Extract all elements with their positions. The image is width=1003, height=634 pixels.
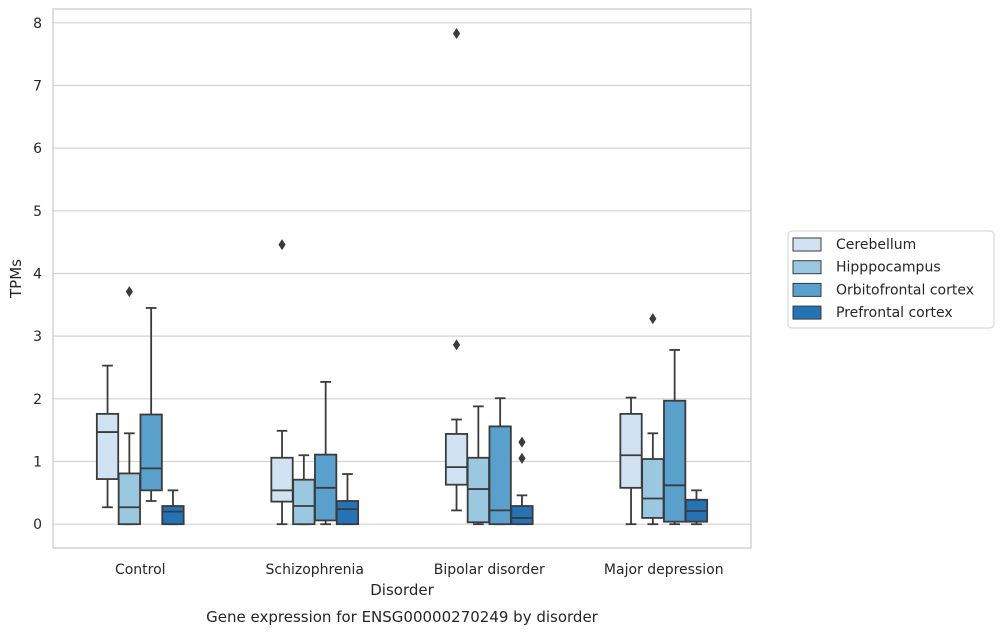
box-iqr (466, 456, 490, 524)
box-iqr (270, 456, 294, 503)
box-2-0 (444, 27, 469, 512)
y-tick-label: 0 (33, 517, 42, 533)
box-3-3 (684, 489, 709, 526)
legend-frame (787, 230, 995, 329)
y-tick-label: 7 (33, 78, 42, 94)
x-axis-title: Disorder (370, 581, 434, 599)
box-iqr (663, 399, 687, 523)
chart-title: Gene expression for ENSG00000270249 by d… (206, 608, 599, 626)
y-axis-title: TPMs (7, 259, 25, 299)
box-3-0 (619, 396, 643, 526)
legend-swatch (792, 260, 822, 275)
y-tick-label: 1 (33, 455, 42, 471)
box-3-1 (641, 313, 665, 526)
box-1-3 (335, 473, 360, 526)
box-iqr (444, 433, 469, 486)
outlier-point (278, 239, 286, 251)
box-0-3 (161, 489, 185, 526)
x-tick-label: Control (115, 562, 166, 578)
box-iqr (139, 413, 163, 492)
box-iqr (161, 505, 185, 526)
legend-label: Orbitofrontal cortex (836, 282, 974, 298)
box-2-1 (466, 405, 490, 526)
box-3-2 (663, 349, 687, 526)
box-iqr (510, 505, 534, 526)
box-plot-marks (95, 27, 709, 526)
box-iqr (488, 425, 512, 526)
outlier-point (452, 27, 461, 39)
box-1-1 (292, 454, 316, 526)
legend-label: Hipppocampus (836, 260, 941, 276)
box-0-0 (95, 364, 120, 509)
outlier-point (125, 286, 133, 298)
y-tick-label: 6 (33, 141, 42, 157)
outlier-point (518, 436, 526, 448)
outlier-point (518, 452, 526, 464)
y-tick-label: 8 (33, 16, 42, 32)
y-tick-label: 3 (33, 329, 42, 345)
box-iqr (335, 500, 360, 526)
legend-swatch (792, 282, 822, 297)
y-tick-label: 5 (33, 204, 42, 220)
box-0-2 (139, 307, 163, 502)
y-tick-label: 4 (33, 266, 42, 282)
box-0-1 (117, 286, 141, 526)
y-axis-tick-labels: 0 1 2 3 4 5 6 7 8 (33, 16, 42, 533)
box-iqr (95, 412, 120, 480)
box-iqr (641, 458, 665, 519)
box-2-2 (488, 397, 512, 526)
box-1-2 (314, 381, 338, 526)
legend: Cerebellum Hipppocampus Orbitofrontal cort… (787, 230, 995, 329)
x-tick-label: Major depression (604, 562, 724, 578)
legend-label: Cerebellum (836, 237, 916, 253)
box-iqr (292, 478, 316, 526)
y-gridlines (53, 22, 751, 525)
x-tick-label: Schizophrenia (266, 562, 364, 578)
box-iqr (619, 412, 643, 489)
box-2-3 (510, 436, 534, 526)
x-tick-label: Bipolar disorder (434, 562, 545, 578)
box-iqr (117, 472, 141, 526)
outlier-point (452, 339, 461, 351)
x-axis-tick-labels: Control Schizophrenia Bipolar disorder Majo… (115, 562, 724, 578)
outlier-point (649, 313, 657, 325)
legend-label: Prefrontal cortex (836, 305, 953, 321)
plot-area-frame (52, 8, 752, 549)
box-1-0 (270, 239, 294, 526)
y-tick-label: 2 (33, 392, 42, 408)
legend-swatch (792, 305, 822, 320)
legend-swatch (792, 237, 822, 252)
